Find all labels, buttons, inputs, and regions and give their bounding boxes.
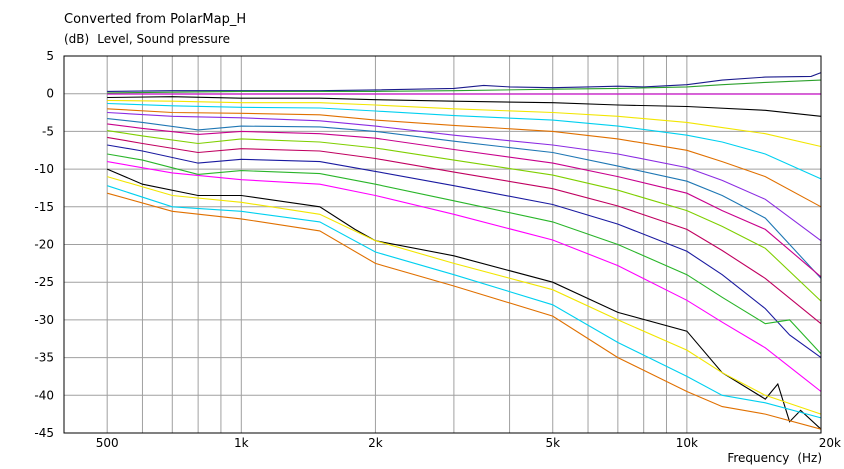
series-line-9 <box>107 118 822 279</box>
series-line-17 <box>107 176 822 415</box>
series-line-11 <box>107 130 822 302</box>
y-tick-label: -10 <box>34 162 54 176</box>
x-tick-label: 20k <box>819 436 841 450</box>
series-line-16 <box>107 161 822 392</box>
series-line-19 <box>107 192 822 430</box>
x-tick-label: 10k <box>676 436 698 450</box>
x-tick-label: 1k <box>234 436 249 450</box>
y-tick-label: 5 <box>46 49 54 63</box>
series-line-13 <box>107 144 822 359</box>
y-tick-label: 0 <box>46 87 54 101</box>
x-axis-unit: (Hz) <box>797 451 822 465</box>
series-line-14 <box>107 153 822 355</box>
series-line-1 <box>107 72 822 92</box>
series-line-10 <box>107 123 822 278</box>
x-tick-label: 5k <box>545 436 560 450</box>
x-axis-label: Frequency (Hz) <box>727 451 822 465</box>
series-lines <box>106 72 822 430</box>
plot-frame <box>63 55 822 434</box>
y-tick-label: -15 <box>34 200 54 214</box>
chart-title: Converted from PolarMap_H <box>64 12 247 27</box>
y-axis-unit: (dB) <box>64 32 90 46</box>
x-axis-title: Frequency <box>727 451 790 465</box>
y-tick-label: -45 <box>34 426 54 440</box>
series-line-7 <box>107 108 822 208</box>
series-line-2 <box>107 79 822 94</box>
y-tick-labels: 5 0 -5 -10 -15 -20 -25 -30 -35 -40 -45 <box>34 49 54 440</box>
series-line-12 <box>107 136 822 325</box>
series-line-18 <box>107 185 822 419</box>
y-tick-label: -5 <box>42 124 54 138</box>
y-tick-label: -40 <box>34 388 54 402</box>
x-tick-label: 2k <box>368 436 383 450</box>
y-axis-label: (dB) Level, Sound pressure <box>64 32 230 46</box>
y-axis-title: Level, Sound pressure <box>97 32 230 46</box>
y-tick-label: -25 <box>34 275 54 289</box>
y-tick-label: -35 <box>34 351 54 365</box>
y-tick-label: -30 <box>34 313 54 327</box>
series-line-5 <box>107 99 822 148</box>
x-tick-labels: 500 1k 2k 5k 10k 20k <box>96 436 841 450</box>
series-line-4 <box>107 96 822 117</box>
series-line-8 <box>107 111 822 242</box>
x-tick-label: 500 <box>96 436 119 450</box>
series-line-6 <box>107 102 822 180</box>
y-tick-label: -20 <box>34 238 54 252</box>
series-line-15 <box>106 168 822 430</box>
